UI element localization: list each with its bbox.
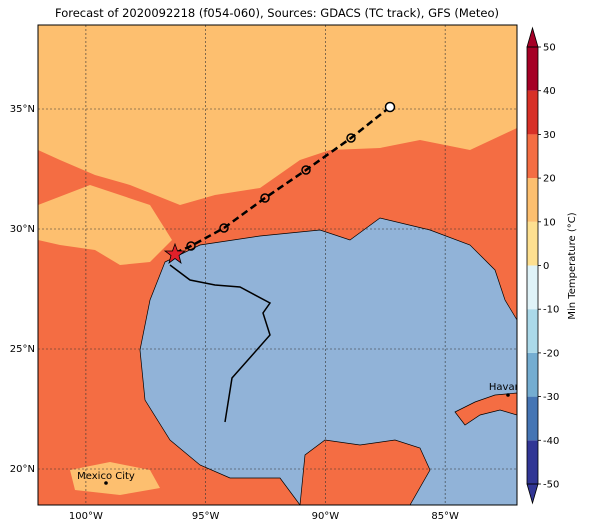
colorbar-band (527, 47, 538, 91)
y-tick-label: 30°N (10, 224, 35, 235)
map-title: Forecast of 2020092218 (f054-060), Sourc… (55, 6, 499, 20)
colorbar-band (527, 265, 538, 310)
cuba (454, 392, 517, 426)
current-position (163, 242, 187, 265)
graticule (38, 25, 517, 505)
y-tick-label: 35°N (10, 104, 35, 115)
colorbar-label: Min Temperature (°C) (567, 212, 578, 319)
x-tick-label: 100°W (69, 511, 103, 522)
colorbar-tick-label: 0 (543, 261, 549, 272)
yucatan (299, 439, 431, 505)
colorbar-tick-label: 10 (543, 217, 556, 228)
city-marker (506, 393, 510, 397)
colorbar-tick-label: 40 (543, 86, 556, 97)
colorbar: -50 -40 -30 -20 -10 0 10 20 30 40 50 (526, 26, 559, 505)
land-mild (70, 462, 160, 495)
colorbar-tick-label: -30 (543, 392, 559, 403)
city-marker (104, 481, 108, 485)
colorbar-tick-label: -20 (543, 348, 559, 359)
city-label: Havana (489, 382, 527, 393)
y-tick-label: 25°N (10, 344, 35, 355)
city-label: Mexico City (77, 471, 135, 482)
x-tick-label: 95°W (192, 511, 220, 522)
colorbar-band (527, 440, 538, 484)
colorbar-tick-label: 50 (543, 43, 556, 54)
map-area: Mexico City Havana (38, 25, 527, 505)
forecast-points (186, 101, 396, 251)
forecast-track (174, 106, 391, 255)
x-tick-label: 90°W (312, 511, 340, 522)
colorbar-tick-label: 30 (543, 130, 556, 141)
land-mild (38, 185, 172, 265)
colorbar-arrow (526, 26, 539, 48)
colorbar-tick-label: -50 (543, 480, 559, 491)
colorbar-band (527, 178, 538, 222)
sea (139, 217, 517, 505)
observed-track (169, 264, 272, 423)
colorbar-band (527, 309, 538, 353)
map-frame (37, 24, 518, 506)
colorbar-tick-label: -10 (543, 305, 559, 316)
x-tick-label: 85°W (431, 511, 459, 522)
colorbar-tick-label: 20 (543, 174, 556, 185)
colorbar-band (527, 221, 538, 266)
colorbar-band (527, 134, 538, 179)
y-tick-label: 20°N (10, 464, 35, 475)
land-mild (38, 25, 517, 205)
colorbar-band (527, 352, 538, 397)
colorbar-tick-label: -40 (543, 436, 559, 447)
colorbar-band (527, 90, 538, 135)
colorbar-band (527, 396, 538, 441)
colorbar-arrow (526, 483, 539, 505)
